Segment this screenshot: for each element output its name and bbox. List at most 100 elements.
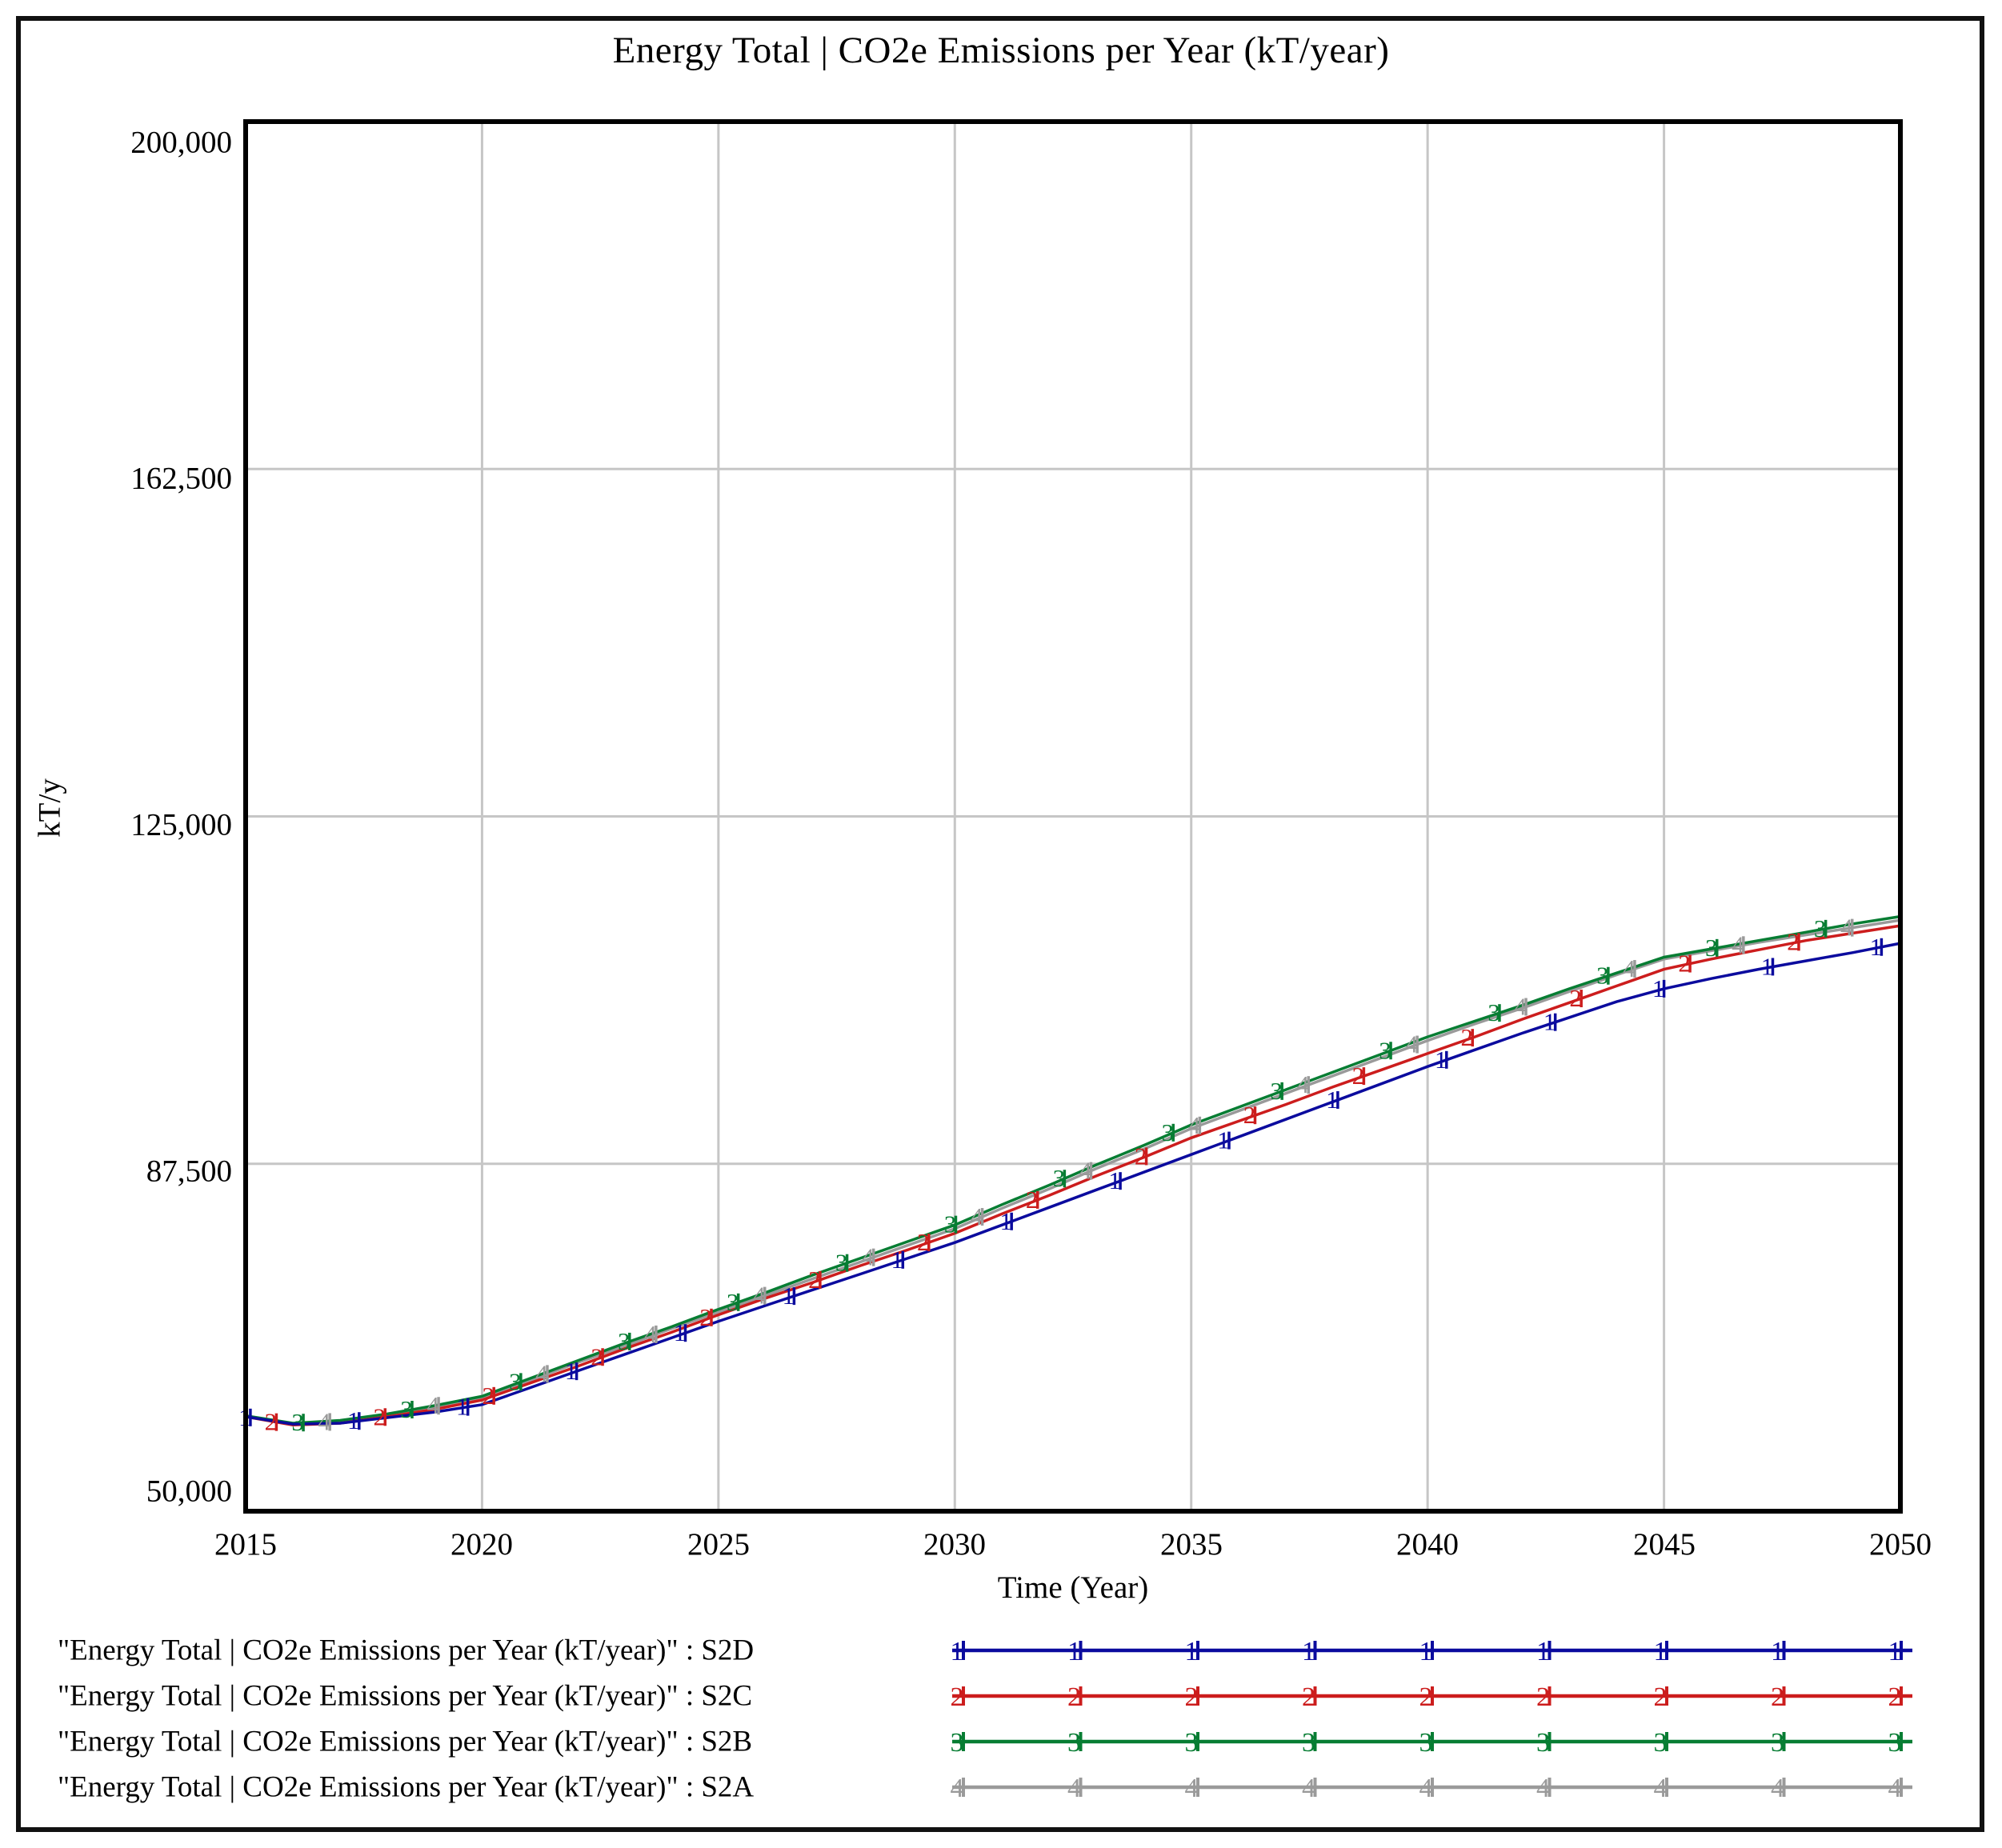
svg-text:4: 4	[862, 1243, 875, 1271]
x-tick-label-2015: 2015	[214, 1527, 277, 1562]
svg-text:4: 4	[1067, 1774, 1081, 1803]
legend-line-s2d: 1 1 1 1 1 1 1 1 1	[951, 1637, 1912, 1666]
svg-text:3: 3	[951, 1728, 964, 1758]
svg-text:3: 3	[1302, 1728, 1315, 1758]
svg-text:2: 2	[1654, 1682, 1668, 1712]
svg-text:4: 4	[535, 1359, 548, 1387]
legend-label-s2c: "Energy Total | CO2e Emissions per Year …	[58, 1679, 753, 1713]
svg-text:1: 1	[1771, 1637, 1784, 1666]
y-tick-label-50000: 50,000	[146, 1474, 232, 1509]
svg-text:1: 1	[1419, 1637, 1433, 1666]
svg-text:4: 4	[644, 1320, 657, 1348]
y-tick-label-87500: 87,500	[146, 1154, 232, 1189]
svg-text:4: 4	[1654, 1774, 1668, 1803]
svg-text:4: 4	[1514, 993, 1527, 1021]
x-tick-label-2045: 2045	[1633, 1527, 1696, 1562]
svg-text:3: 3	[1379, 1036, 1391, 1064]
legend-line-s2b: 3 3 3 3 3 3 3 3 3	[951, 1728, 1912, 1758]
svg-text:4: 4	[1623, 954, 1636, 982]
svg-text:4: 4	[951, 1774, 964, 1803]
svg-text:2: 2	[1185, 1682, 1199, 1712]
svg-text:3: 3	[1067, 1728, 1081, 1758]
svg-text:2: 2	[265, 1408, 278, 1436]
svg-text:2: 2	[1787, 927, 1800, 955]
svg-text:4: 4	[1302, 1774, 1315, 1803]
svg-text:3: 3	[291, 1408, 304, 1436]
svg-text:1: 1	[1185, 1637, 1199, 1666]
svg-text:4: 4	[971, 1202, 983, 1230]
svg-text:4: 4	[426, 1391, 439, 1419]
svg-text:1: 1	[1544, 1008, 1556, 1036]
x-tick-label-2025: 2025	[687, 1527, 750, 1562]
svg-text:4: 4	[1079, 1157, 1092, 1185]
svg-text:2: 2	[591, 1342, 603, 1370]
svg-text:4: 4	[753, 1282, 766, 1310]
svg-text:1: 1	[674, 1318, 687, 1346]
svg-text:3: 3	[1771, 1728, 1784, 1758]
svg-text:1: 1	[1326, 1086, 1339, 1114]
svg-text:3: 3	[618, 1327, 631, 1355]
svg-text:2: 2	[1771, 1682, 1784, 1712]
svg-text:4: 4	[1185, 1774, 1199, 1803]
legend-label-s2b: "Energy Total | CO2e Emissions per Year …	[58, 1725, 753, 1758]
svg-text:1: 1	[1302, 1637, 1315, 1666]
svg-text:2: 2	[1067, 1682, 1081, 1712]
svg-text:3: 3	[400, 1395, 413, 1423]
x-tick-label-2040: 2040	[1396, 1527, 1459, 1562]
y-tick-label-162500: 162,500	[130, 461, 232, 496]
svg-text:1: 1	[1435, 1046, 1447, 1074]
svg-text:2: 2	[917, 1228, 930, 1256]
svg-text:3: 3	[1888, 1728, 1902, 1758]
svg-text:3: 3	[1053, 1164, 1066, 1192]
x-tick-label-2020: 2020	[450, 1527, 513, 1562]
svg-text:3: 3	[1162, 1118, 1175, 1146]
gridlines	[246, 122, 1900, 1511]
svg-text:4: 4	[1732, 930, 1744, 958]
svg-text:3: 3	[1185, 1728, 1199, 1758]
svg-text:2: 2	[1461, 1023, 1474, 1051]
svg-text:3: 3	[1596, 962, 1609, 990]
svg-text:3: 3	[509, 1367, 522, 1395]
svg-text:3: 3	[1814, 914, 1827, 942]
svg-text:1: 1	[1067, 1637, 1081, 1666]
svg-text:3: 3	[1487, 998, 1500, 1026]
legend-line-s2c: 2 2 2 2 2 2 2 2 2	[951, 1682, 1912, 1712]
svg-text:3: 3	[727, 1288, 739, 1316]
svg-text:1: 1	[951, 1637, 964, 1666]
svg-text:4: 4	[1840, 914, 1853, 942]
svg-text:2: 2	[374, 1402, 386, 1430]
svg-text:3: 3	[1705, 934, 1718, 962]
plot-frame	[243, 119, 1903, 1514]
x-tick-label-2035: 2035	[1160, 1527, 1223, 1562]
y-tick-label-125000: 125,000	[130, 807, 232, 842]
svg-text:4: 4	[1188, 1111, 1201, 1139]
svg-text:2: 2	[1536, 1682, 1550, 1712]
y-axis-unit-label: kT/y	[32, 778, 67, 838]
svg-text:2: 2	[1569, 984, 1582, 1012]
series-markers-s2c: 2 2 2 2 2 2 2 2 2 2 2 2 2 2 2	[265, 927, 1800, 1436]
svg-text:2: 2	[1419, 1682, 1433, 1712]
svg-text:2: 2	[808, 1266, 821, 1294]
svg-text:2: 2	[699, 1303, 712, 1331]
svg-text:4: 4	[1296, 1070, 1309, 1098]
svg-text:3: 3	[835, 1249, 848, 1277]
svg-text:2: 2	[951, 1682, 964, 1712]
svg-text:3: 3	[1654, 1728, 1668, 1758]
svg-text:2: 2	[1678, 950, 1691, 978]
svg-text:2: 2	[482, 1382, 494, 1410]
svg-text:2: 2	[1026, 1186, 1039, 1214]
legend-line-s2a: 4 4 4 4 4 4 4 4 4	[951, 1774, 1912, 1803]
svg-text:1: 1	[1888, 1637, 1902, 1666]
svg-text:1: 1	[999, 1207, 1012, 1235]
svg-text:1: 1	[456, 1393, 469, 1421]
y-tick-label-200000: 200,000	[130, 125, 232, 160]
svg-text:1: 1	[1108, 1166, 1121, 1194]
svg-text:4: 4	[1419, 1774, 1433, 1803]
series-line-s2d	[245, 942, 1901, 1426]
chart-title: Energy Total | CO2e Emissions per Year (…	[612, 30, 1390, 71]
series-markers-s2b: 3 3 3 3 3 3 3 3 3 3 3 3 3 3 3	[291, 914, 1828, 1436]
svg-text:1: 1	[565, 1357, 578, 1385]
series-markers-s2a: 4 4 4 4 4 4 4 4 4 4 4 4 4 4 4	[318, 914, 1854, 1435]
svg-text:1: 1	[783, 1282, 795, 1310]
